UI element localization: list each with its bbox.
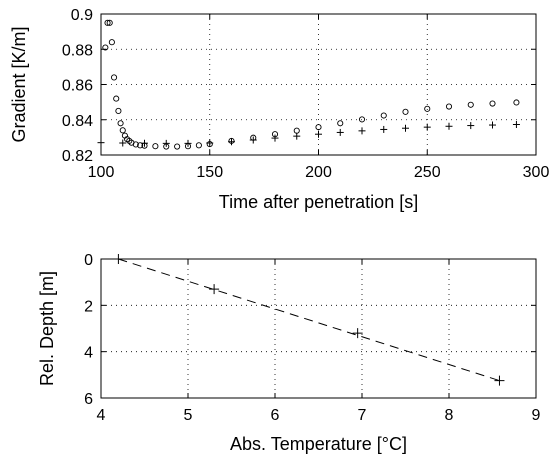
gradient-plus-point	[184, 139, 192, 147]
gradient-circle-point	[293, 127, 300, 134]
gradient-x-axis-label: Time after penetration [s]	[219, 192, 418, 212]
gradient-plus-point	[512, 121, 520, 129]
depth-data-point	[352, 328, 363, 339]
gradient-y-tick-label: 0.84	[62, 113, 93, 130]
gradient-plus-point	[445, 122, 453, 130]
gradient-plus-point	[402, 124, 409, 132]
depth-x-tick-label: 6	[271, 407, 280, 424]
gradient-plus-point	[141, 139, 148, 147]
gradient-plus-point	[119, 139, 127, 147]
gradient-plus-point	[423, 123, 431, 131]
depth-fit-line	[118, 258, 500, 382]
gradient-circle-point	[467, 101, 474, 108]
gradient-y-tick-label: 0.86	[62, 78, 93, 95]
depth-y-tick-label: 6	[84, 391, 93, 408]
gradient-plus-point	[97, 139, 105, 147]
gradient-circle-point	[489, 100, 496, 107]
depth-axes-frame	[100, 258, 537, 399]
gradient-circle-point	[104, 19, 111, 26]
gradient-panel: 100 150 200 250 300 0.82 0.84 0.86 0.88 0.9 Time…	[9, 7, 550, 212]
depth-x-tick-label: 8	[445, 407, 454, 424]
depth-y-tick-label: 2	[84, 298, 93, 315]
gradient-grid	[101, 14, 536, 155]
gradient-plus-point	[249, 136, 257, 144]
gradient-circle-point	[119, 127, 126, 134]
gradient-plus-point	[358, 127, 366, 135]
gradient-circle-point	[424, 105, 431, 112]
depth-y-tick-label: 4	[84, 345, 93, 362]
gradient-circle-point	[111, 74, 118, 81]
depth-data-point	[113, 254, 124, 264]
gradient-x-ticks: 100 150 200 250 300	[88, 14, 550, 181]
depth-x-axis-label: Abs. Temperature [°C]	[230, 434, 407, 454]
gradient-plus-point	[206, 139, 214, 147]
gradient-circle-point	[132, 141, 139, 148]
gradient-circle-point	[117, 120, 124, 127]
gradient-circle-point	[195, 142, 202, 149]
gradient-circle-point	[402, 108, 409, 115]
depth-x-tick-label: 4	[97, 407, 106, 424]
gradient-circle-point	[113, 95, 120, 102]
gradient-circle-point	[358, 116, 366, 123]
gradient-circle-point	[174, 143, 181, 150]
depth-x-tick-label: 7	[358, 407, 367, 424]
gradient-plus-point	[315, 130, 322, 138]
gradient-circle-point	[380, 112, 387, 119]
gradient-plus-point	[489, 121, 496, 129]
depth-x-tick-label: 9	[532, 407, 541, 424]
depth-series	[113, 254, 505, 386]
gradient-circle-point	[108, 39, 115, 46]
gradient-plus-point	[162, 139, 170, 147]
gradient-plus-point	[336, 128, 344, 136]
depth-grid	[101, 259, 536, 398]
gradient-circle-point	[445, 103, 453, 110]
gradient-circle-point	[152, 143, 159, 150]
depth-y-tick-label: 0	[84, 252, 93, 269]
gradient-x-tick-label: 250	[414, 164, 441, 181]
gradient-plus-point	[380, 125, 388, 133]
gradient-plus-point	[293, 132, 301, 140]
gradient-plus-point	[228, 138, 235, 146]
depth-y-ticks: 0 2 4 6	[84, 252, 536, 408]
depth-data-point	[494, 375, 505, 386]
gradient-y-ticks: 0.82 0.84 0.86 0.88 0.9	[62, 7, 536, 165]
depth-y-axis-label: Rel. Depth [m]	[37, 271, 57, 386]
gradient-circle-point	[102, 44, 109, 51]
gradient-circle-point	[106, 19, 113, 26]
gradient-y-tick-label: 0.82	[62, 148, 93, 165]
depth-x-tick-label: 5	[184, 407, 193, 424]
depth-data-point	[209, 284, 220, 295]
gradient-plus-point	[271, 134, 279, 142]
gradient-circle-point	[115, 107, 122, 114]
gradient-x-tick-label: 100	[88, 164, 115, 181]
gradient-circle-point	[137, 142, 144, 149]
gradient-circle-point	[315, 124, 322, 131]
gradient-series	[97, 19, 520, 150]
gradient-x-tick-label: 200	[305, 164, 332, 181]
depth-x-ticks: 4 5 6 7 8 9	[97, 259, 541, 424]
gradient-y-tick-label: 0.88	[62, 42, 93, 59]
gradient-y-axis-label: Gradient [K/m]	[9, 26, 29, 142]
gradient-circle-point	[337, 120, 344, 127]
gradient-x-tick-label: 150	[196, 164, 223, 181]
gradient-plus-point	[467, 122, 475, 130]
gradient-y-tick-label: 0.9	[71, 7, 93, 24]
gradient-x-tick-label: 300	[523, 164, 550, 181]
gradient-circle-point	[513, 99, 520, 106]
